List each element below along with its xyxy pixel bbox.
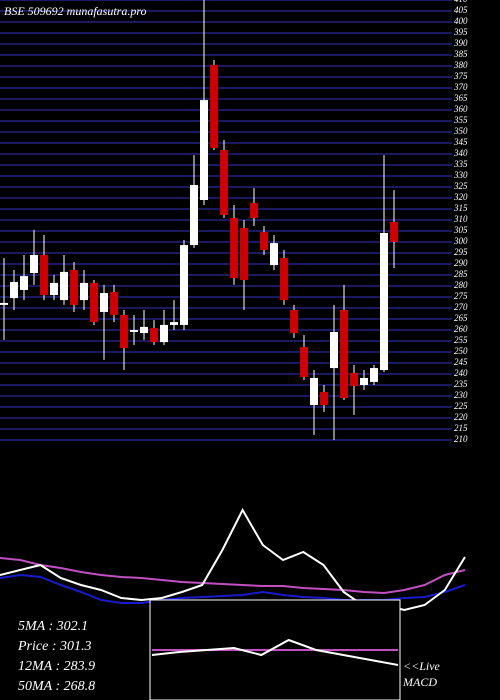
stat-label: 5MA : 302.1 — [18, 619, 88, 634]
candle-body — [270, 243, 278, 266]
indicator-line — [151, 638, 399, 666]
y-tick-label: 350 — [453, 126, 468, 136]
y-tick-label: 290 — [454, 258, 468, 268]
candle-body — [370, 368, 378, 382]
candle-body — [250, 203, 258, 219]
y-tick-label: 330 — [453, 170, 468, 180]
y-tick-label: 405 — [454, 5, 468, 15]
candle-body — [340, 309, 348, 398]
y-tick-label: 360 — [453, 104, 468, 114]
y-tick-label: 380 — [453, 60, 468, 70]
y-tick-label: 355 — [453, 115, 468, 125]
y-tick-label: 320 — [453, 192, 468, 202]
y-tick-label: 410 — [454, 0, 468, 4]
candle-body — [200, 100, 208, 200]
candle-body — [30, 254, 38, 274]
candle-body — [130, 330, 138, 332]
y-tick-label: 395 — [453, 27, 468, 37]
candle-body — [110, 291, 118, 316]
y-tick-label: 370 — [453, 82, 468, 92]
y-tick-label: 340 — [453, 148, 468, 158]
y-tick-label: 265 — [454, 313, 468, 323]
candle-body — [140, 326, 148, 334]
candle-body — [350, 372, 358, 387]
candle-body — [230, 218, 238, 279]
y-tick-label: 210 — [454, 434, 468, 444]
y-tick-label: 260 — [454, 324, 468, 334]
y-tick-label: 275 — [454, 291, 468, 301]
candle-body — [320, 392, 328, 406]
y-tick-label: 385 — [453, 49, 468, 59]
y-tick-label: 365 — [453, 93, 468, 103]
candle-body — [80, 282, 88, 301]
live-label: <<Live — [403, 659, 441, 673]
candle-body — [180, 245, 188, 325]
candle-body — [290, 309, 298, 334]
candle-body — [60, 271, 68, 301]
y-tick-label: 280 — [454, 280, 468, 290]
y-tick-label: 315 — [453, 203, 468, 213]
candle-body — [160, 324, 168, 343]
candle-body — [210, 64, 218, 149]
y-tick-label: 345 — [453, 137, 468, 147]
y-tick-label: 285 — [454, 269, 468, 279]
candle-body — [190, 185, 198, 246]
candle-body — [380, 232, 388, 371]
y-tick-label: 240 — [454, 368, 468, 378]
y-tick-label: 305 — [453, 225, 468, 235]
indicator-line — [0, 557, 466, 595]
candle-body — [300, 346, 308, 378]
candle-body — [70, 269, 78, 305]
y-tick-label: 230 — [454, 390, 468, 400]
macd-label: MACD — [402, 675, 437, 689]
candle-body — [330, 331, 338, 369]
candle-body — [150, 328, 158, 343]
candle-body — [50, 282, 58, 296]
stat-label: 12MA : 283.9 — [18, 659, 95, 674]
y-tick-label: 400 — [454, 16, 468, 26]
y-tick-label: 325 — [453, 181, 468, 191]
candle-body — [10, 282, 18, 299]
candle-body — [90, 282, 98, 323]
stat-label: Price : 301.3 — [17, 639, 91, 654]
candle-body — [120, 315, 128, 349]
y-tick-label: 235 — [454, 379, 468, 389]
y-tick-label: 255 — [454, 335, 468, 345]
candle-body — [100, 293, 108, 312]
y-tick-label: 220 — [454, 412, 468, 422]
stat-label: 50MA : 268.8 — [18, 679, 95, 694]
candle-body — [40, 254, 48, 296]
y-tick-label: 335 — [453, 159, 468, 169]
candle-body — [170, 322, 178, 325]
candle-body — [280, 258, 288, 301]
candle-body — [260, 232, 268, 250]
y-tick-label: 300 — [453, 236, 468, 246]
candle-body — [360, 377, 368, 385]
candle-body — [220, 150, 228, 215]
y-tick-label: 250 — [454, 346, 468, 356]
y-tick-label: 295 — [454, 247, 468, 257]
candle-body — [310, 377, 318, 406]
y-tick-label: 390 — [453, 38, 468, 48]
y-tick-label: 310 — [453, 214, 468, 224]
y-tick-label: 270 — [454, 302, 468, 312]
candle-body — [20, 276, 28, 290]
candle-body — [0, 302, 8, 305]
candle-body — [240, 227, 248, 281]
chart-title: BSE 509692 munafasutra.pro — [4, 4, 147, 18]
y-tick-label: 375 — [453, 71, 468, 81]
y-tick-label: 215 — [454, 423, 468, 433]
y-tick-label: 225 — [454, 401, 468, 411]
candle-body — [390, 221, 398, 242]
y-tick-label: 245 — [454, 357, 468, 367]
